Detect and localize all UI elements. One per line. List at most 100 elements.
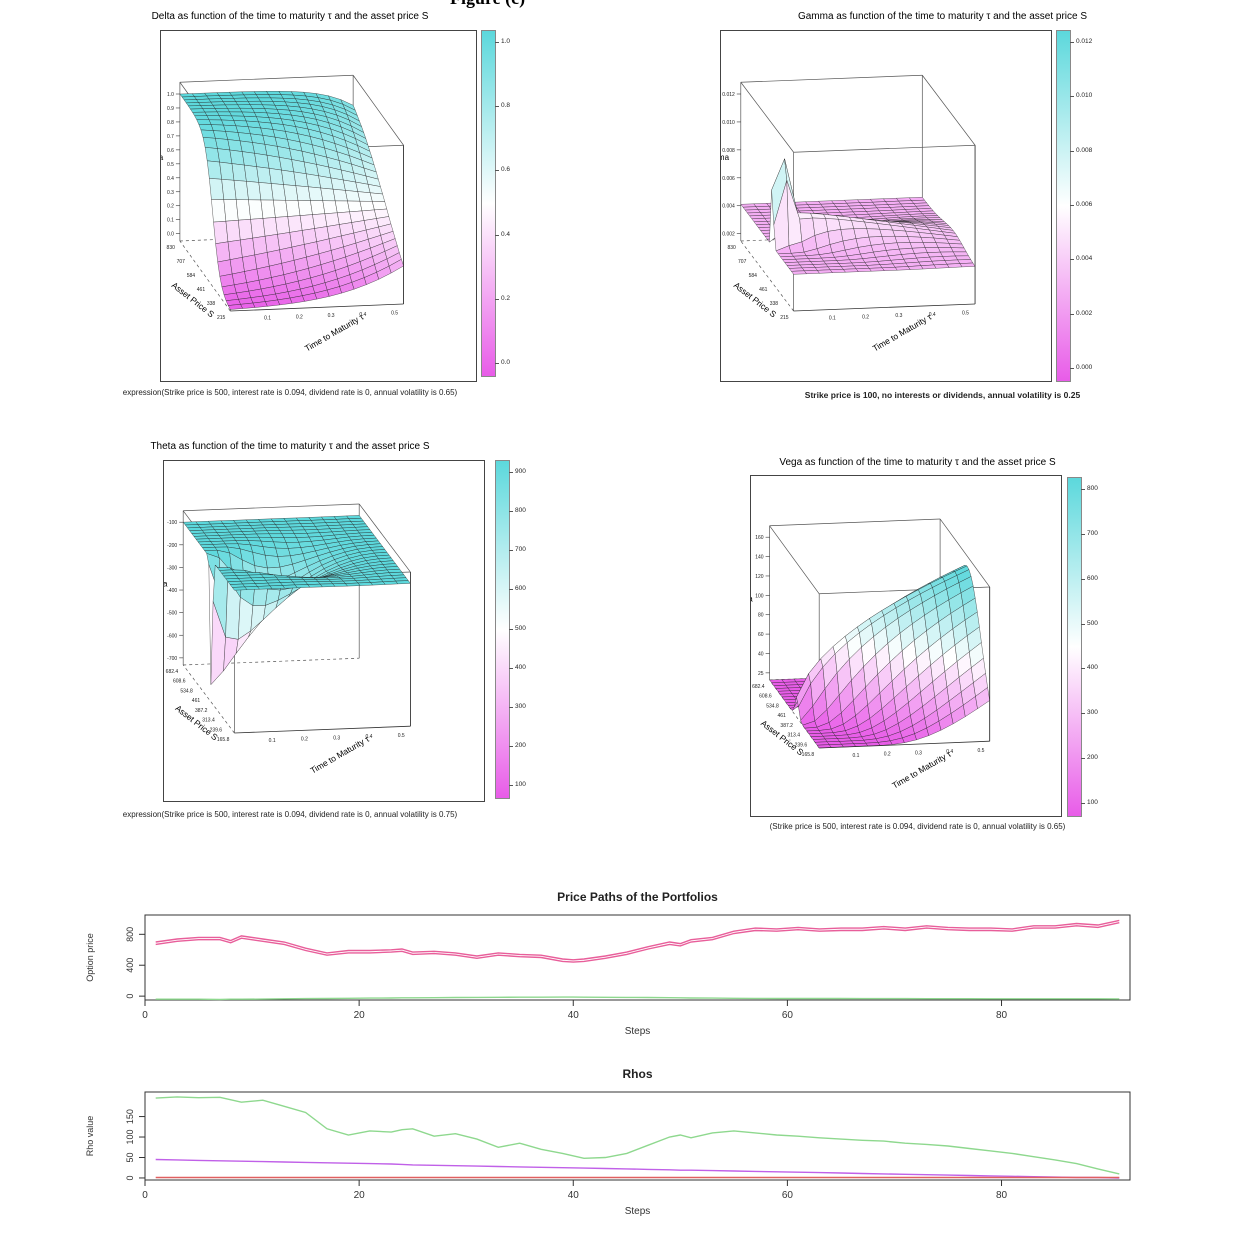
surface-facet [299, 214, 315, 231]
surface-facet [231, 586, 248, 591]
surface-facet [894, 236, 911, 243]
surface-facet [277, 526, 293, 531]
surface-facet [275, 547, 291, 557]
surface-facet [219, 273, 235, 288]
s-tick-label: 461 [197, 287, 206, 293]
surface-facet [926, 217, 943, 220]
box-edge [769, 518, 941, 527]
surface-facet [248, 199, 264, 220]
colorbar-tick: 200 [1081, 754, 1098, 762]
surface-facet [200, 105, 216, 109]
t-tick-label: 0.2 [862, 314, 869, 320]
colorbar-tick: 500 [509, 624, 526, 632]
y-tick-label: 0 [125, 1175, 135, 1180]
surface-facet [246, 181, 262, 201]
t-tick-label: 0.5 [977, 748, 984, 754]
box-edge-front [819, 740, 990, 749]
x-tick-label: 80 [996, 1190, 1008, 1201]
surface-facet [957, 259, 974, 264]
surface-facet [268, 533, 285, 538]
gamma-plot-box: 0.012 0.010 0.008 0.006 0.004 0.002 Gamma 830 70… [701, 30, 1052, 382]
z-axis-label: Theta [164, 579, 168, 588]
z-tick-label: 0.8 [167, 120, 174, 126]
gamma-panel: Gamma as function of the time to maturit… [655, 8, 1230, 403]
surface-facet [227, 108, 243, 113]
t-tick-label: 0.5 [391, 311, 398, 317]
box-edge [939, 518, 990, 588]
z-tick-label: 140 [755, 555, 764, 561]
s-tick-label: 313.4 [788, 733, 801, 739]
s-tick-label: 830 [727, 245, 736, 251]
surface-facet [388, 259, 404, 274]
colorbar-tick: 800 [1081, 485, 1098, 492]
s-tick-label: 387.2 [195, 708, 208, 714]
colorbar-tick: 700 [1081, 529, 1098, 537]
surface-facet [238, 219, 253, 241]
surface-facet [218, 95, 234, 99]
box-edge [179, 74, 354, 83]
surface-facet [208, 98, 224, 103]
surface-facet [209, 178, 224, 200]
box-edge [740, 82, 794, 153]
surface-facet [233, 537, 249, 541]
z-tick-label: 100 [755, 593, 764, 599]
colorbar-tick: 0.000 [1069, 364, 1093, 371]
surface-facet [258, 182, 274, 201]
surface-mesh [740, 158, 976, 275]
surface-facet [842, 268, 859, 273]
box-edge [922, 75, 976, 146]
surface-facet [216, 92, 232, 96]
surface-facet [332, 583, 348, 587]
delta-colorbar [481, 30, 496, 377]
series-line [155, 919, 1120, 961]
s-axis-label: Asset Price S [170, 280, 217, 319]
surface-facet [940, 251, 956, 257]
box-edge-front [230, 303, 404, 312]
x-tick-label: 20 [354, 1010, 366, 1021]
surface-facet [269, 585, 286, 589]
t-tick-label: 0.3 [328, 313, 335, 319]
x-tick-label: 80 [996, 1010, 1008, 1021]
y-tick-label: 100 [125, 1130, 135, 1145]
surface-facet [855, 268, 872, 272]
surface-facet [266, 91, 282, 95]
surface-facet [229, 111, 245, 117]
z-tick-label: 1.0 [167, 92, 174, 98]
surface-facet [183, 99, 199, 104]
surface-facet [206, 115, 222, 121]
surface-facet [937, 247, 954, 253]
surface-facet [291, 529, 308, 534]
surface-facet [896, 242, 913, 250]
z-tick-label: 0.3 [167, 190, 174, 196]
colorbar-tick: 900 [509, 468, 526, 475]
surface-facet [219, 161, 235, 181]
delta-plot-box: 1.0 0.9 0.8 0.7 0.6 0.5 0.4 0.3 0.2 0.1 0.0 Delta 83… [145, 30, 477, 382]
surface-facet [907, 265, 924, 270]
vega-plot-box: 160 140 120 100 80 60 40 25 Vega 682.4 608.6 534.8 4… [734, 475, 1062, 817]
surface-facet [345, 582, 361, 587]
price-paths-panel: Price Paths of the Portfolios 0 20 40 60 80 0 4… [75, 870, 1165, 1050]
box-edge [793, 144, 976, 153]
chart-title: Price Paths of the Portfolios [557, 890, 718, 904]
s-tick-label: 461 [759, 287, 768, 293]
box-edge [352, 75, 404, 146]
surface-facet [308, 186, 324, 201]
t-tick-label: 0.3 [333, 735, 340, 741]
s-tick-label: 387.2 [780, 723, 793, 729]
y-tick-label: 50 [125, 1152, 135, 1162]
colorbar-tick: 0.004 [1069, 255, 1093, 263]
colorbar-tick: 500 [1081, 619, 1098, 627]
surface-facet [853, 228, 870, 239]
z-tick-label: 40 [758, 651, 764, 657]
surface-facet [219, 115, 235, 121]
surface-facet [221, 119, 237, 126]
surface-facet [922, 242, 939, 248]
x-tick-label: 40 [568, 1190, 580, 1201]
surface-facet [243, 533, 260, 538]
box-edge-hidden [740, 240, 794, 312]
surface-facet [959, 262, 976, 268]
x-tick-label: 0 [142, 1010, 148, 1021]
surface-facet [194, 115, 210, 120]
rhos-chart: Rhos 0 20 40 60 80 0 50 100 150 Steps Rho value [85, 1067, 1131, 1217]
rhos-panel: Rhos 0 20 40 60 80 0 50 100 150 Steps Rho value [75, 1060, 1165, 1230]
